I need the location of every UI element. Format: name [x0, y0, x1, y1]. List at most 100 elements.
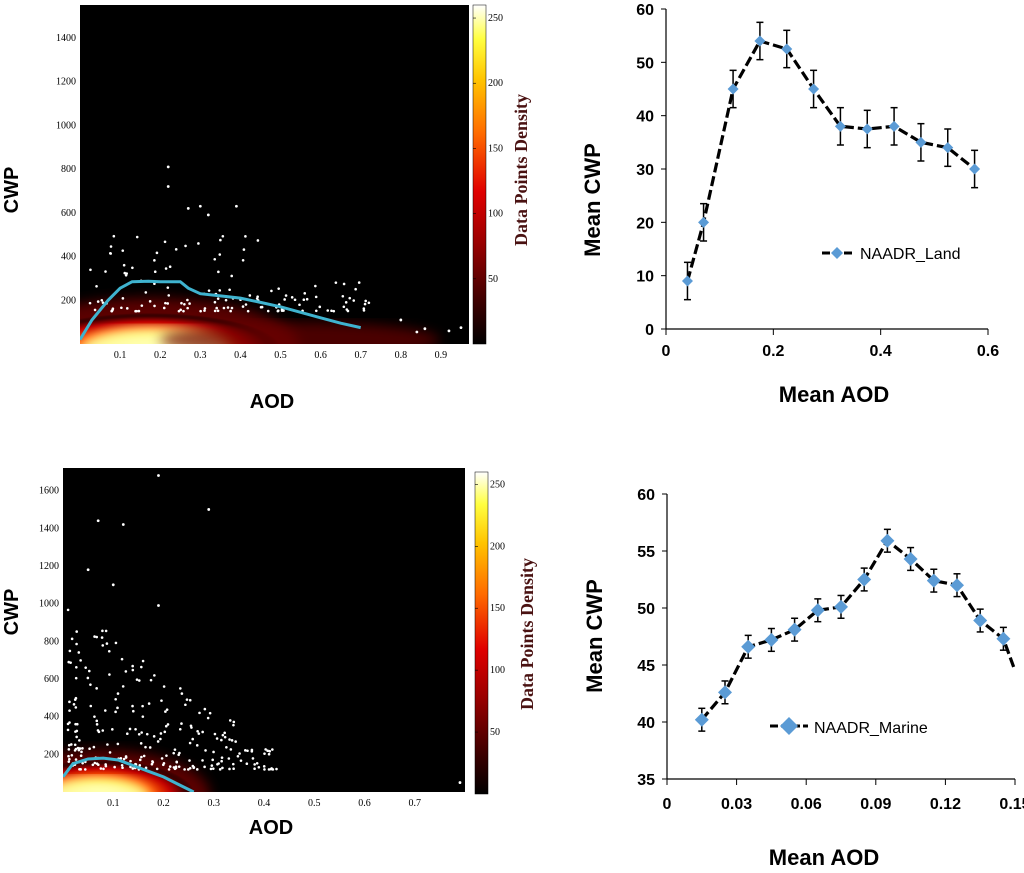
colorbar-tick-label: 200: [488, 78, 503, 89]
scatter-point: [88, 747, 91, 751]
data-point-marker: [950, 578, 964, 593]
colorbar-tick-label: 50: [490, 727, 500, 738]
scatter-point: [221, 234, 225, 238]
scatter-point: [275, 767, 278, 771]
scatter-point: [238, 752, 241, 755]
scatter-point: [166, 286, 170, 289]
scatter-point: [164, 267, 168, 270]
scatter-point: [330, 309, 333, 313]
scatter-point: [93, 308, 97, 312]
data-point-marker: [764, 632, 779, 647]
scatter-point: [107, 649, 111, 653]
marine-scatter-points: [66, 474, 462, 784]
scatter-point: [101, 301, 105, 304]
scatter-point: [164, 724, 168, 728]
x-tick-label: 0.09: [860, 796, 891, 813]
marine-mean-panel: 35 40 45 50 55 60 0 0.03 0.06 0.09 0.12 0.15 Mean …: [582, 487, 1024, 870]
scatter-point: [96, 763, 100, 767]
scatter-point: [155, 767, 159, 771]
scatter-point: [121, 766, 124, 770]
scatter-point: [362, 307, 366, 310]
scatter-point: [139, 742, 143, 745]
series-line: [685, 39, 976, 282]
y-tick-label: 55: [637, 544, 655, 561]
scatter-point: [73, 698, 77, 701]
scatter-point: [75, 630, 79, 633]
scatter-point: [282, 309, 285, 312]
data-point-marker: [857, 572, 872, 587]
marine-density-x-ticks: 0.1 0.2 0.3 0.4 0.5 0.6 0.7: [107, 798, 421, 809]
scatter-point: [162, 685, 166, 688]
scatter-point: [168, 265, 172, 269]
scatter-point: [163, 730, 167, 734]
scatter-point: [131, 266, 134, 270]
scatter-point: [120, 306, 123, 310]
scatter-point: [204, 749, 207, 752]
scatter-point: [227, 757, 231, 760]
scatter-point: [89, 704, 93, 708]
scatter-point: [75, 735, 78, 739]
scatter-point: [215, 306, 218, 310]
scatter-point: [75, 665, 78, 669]
land-legend-marker: [831, 247, 843, 259]
scatter-point: [251, 757, 255, 760]
scatter-point: [74, 676, 78, 680]
scatter-point: [217, 762, 220, 765]
scatter-point: [226, 306, 230, 309]
scatter-point: [153, 259, 156, 262]
scatter-point: [69, 743, 73, 746]
marine-mean-y-label: Mean CWP: [582, 579, 607, 693]
scatter-point: [186, 207, 190, 210]
marine-mean-x-ticks: 0 0.03 0.06 0.09 0.12 0.15: [663, 779, 1024, 813]
scatter-point: [114, 697, 117, 701]
scatter-point: [72, 703, 76, 706]
scatter-point: [109, 245, 113, 248]
y-tick-label: 1000: [56, 120, 76, 131]
scatter-point: [263, 768, 266, 771]
marine-density-x-label: AOD: [249, 817, 293, 839]
scatter-point: [89, 268, 92, 272]
scatter-point: [224, 298, 228, 302]
marine-mean-series: [694, 528, 1017, 732]
scatter-point: [230, 274, 234, 278]
scatter-point: [114, 641, 118, 645]
y-tick-label: 60: [637, 487, 655, 504]
scatter-point: [342, 305, 346, 309]
x-tick-label: 0.1: [107, 798, 120, 809]
scatter-point: [69, 661, 72, 664]
scatter-point: [78, 739, 81, 742]
scatter-point: [144, 745, 147, 749]
scatter-point: [162, 306, 166, 310]
scatter-point: [160, 757, 164, 760]
x-tick-label: 0.15: [999, 796, 1024, 813]
scatter-point: [206, 716, 210, 720]
y-tick-label: 1400: [56, 33, 76, 44]
scatter-point: [166, 185, 170, 188]
y-tick-label: 800: [61, 164, 76, 175]
scatter-point: [189, 724, 193, 728]
scatter-point: [152, 735, 156, 738]
scatter-point: [201, 730, 204, 734]
data-point-marker: [810, 603, 825, 618]
data-point-marker: [741, 639, 756, 654]
scatter-point: [196, 729, 199, 733]
marine-colorbar-label: Data Points Density: [517, 558, 537, 710]
data-point-marker: [787, 622, 802, 637]
scatter-point: [290, 296, 294, 299]
scatter-point: [108, 751, 112, 754]
land-colorbar-ticks: 50 100 150 200 250: [473, 13, 503, 285]
scatter-point: [105, 642, 109, 645]
marine-density-y-label: CWP: [1, 589, 23, 636]
scatter-point: [354, 287, 357, 291]
scatter-point: [131, 668, 135, 672]
scatter-point: [228, 288, 231, 292]
scatter-point: [305, 297, 309, 301]
x-tick-label: 0.6: [314, 350, 327, 361]
scatter-point: [277, 287, 280, 290]
scatter-point: [164, 301, 167, 305]
scatter-point: [232, 767, 235, 771]
data-point-marker: [888, 120, 900, 132]
scatter-point: [138, 764, 142, 767]
